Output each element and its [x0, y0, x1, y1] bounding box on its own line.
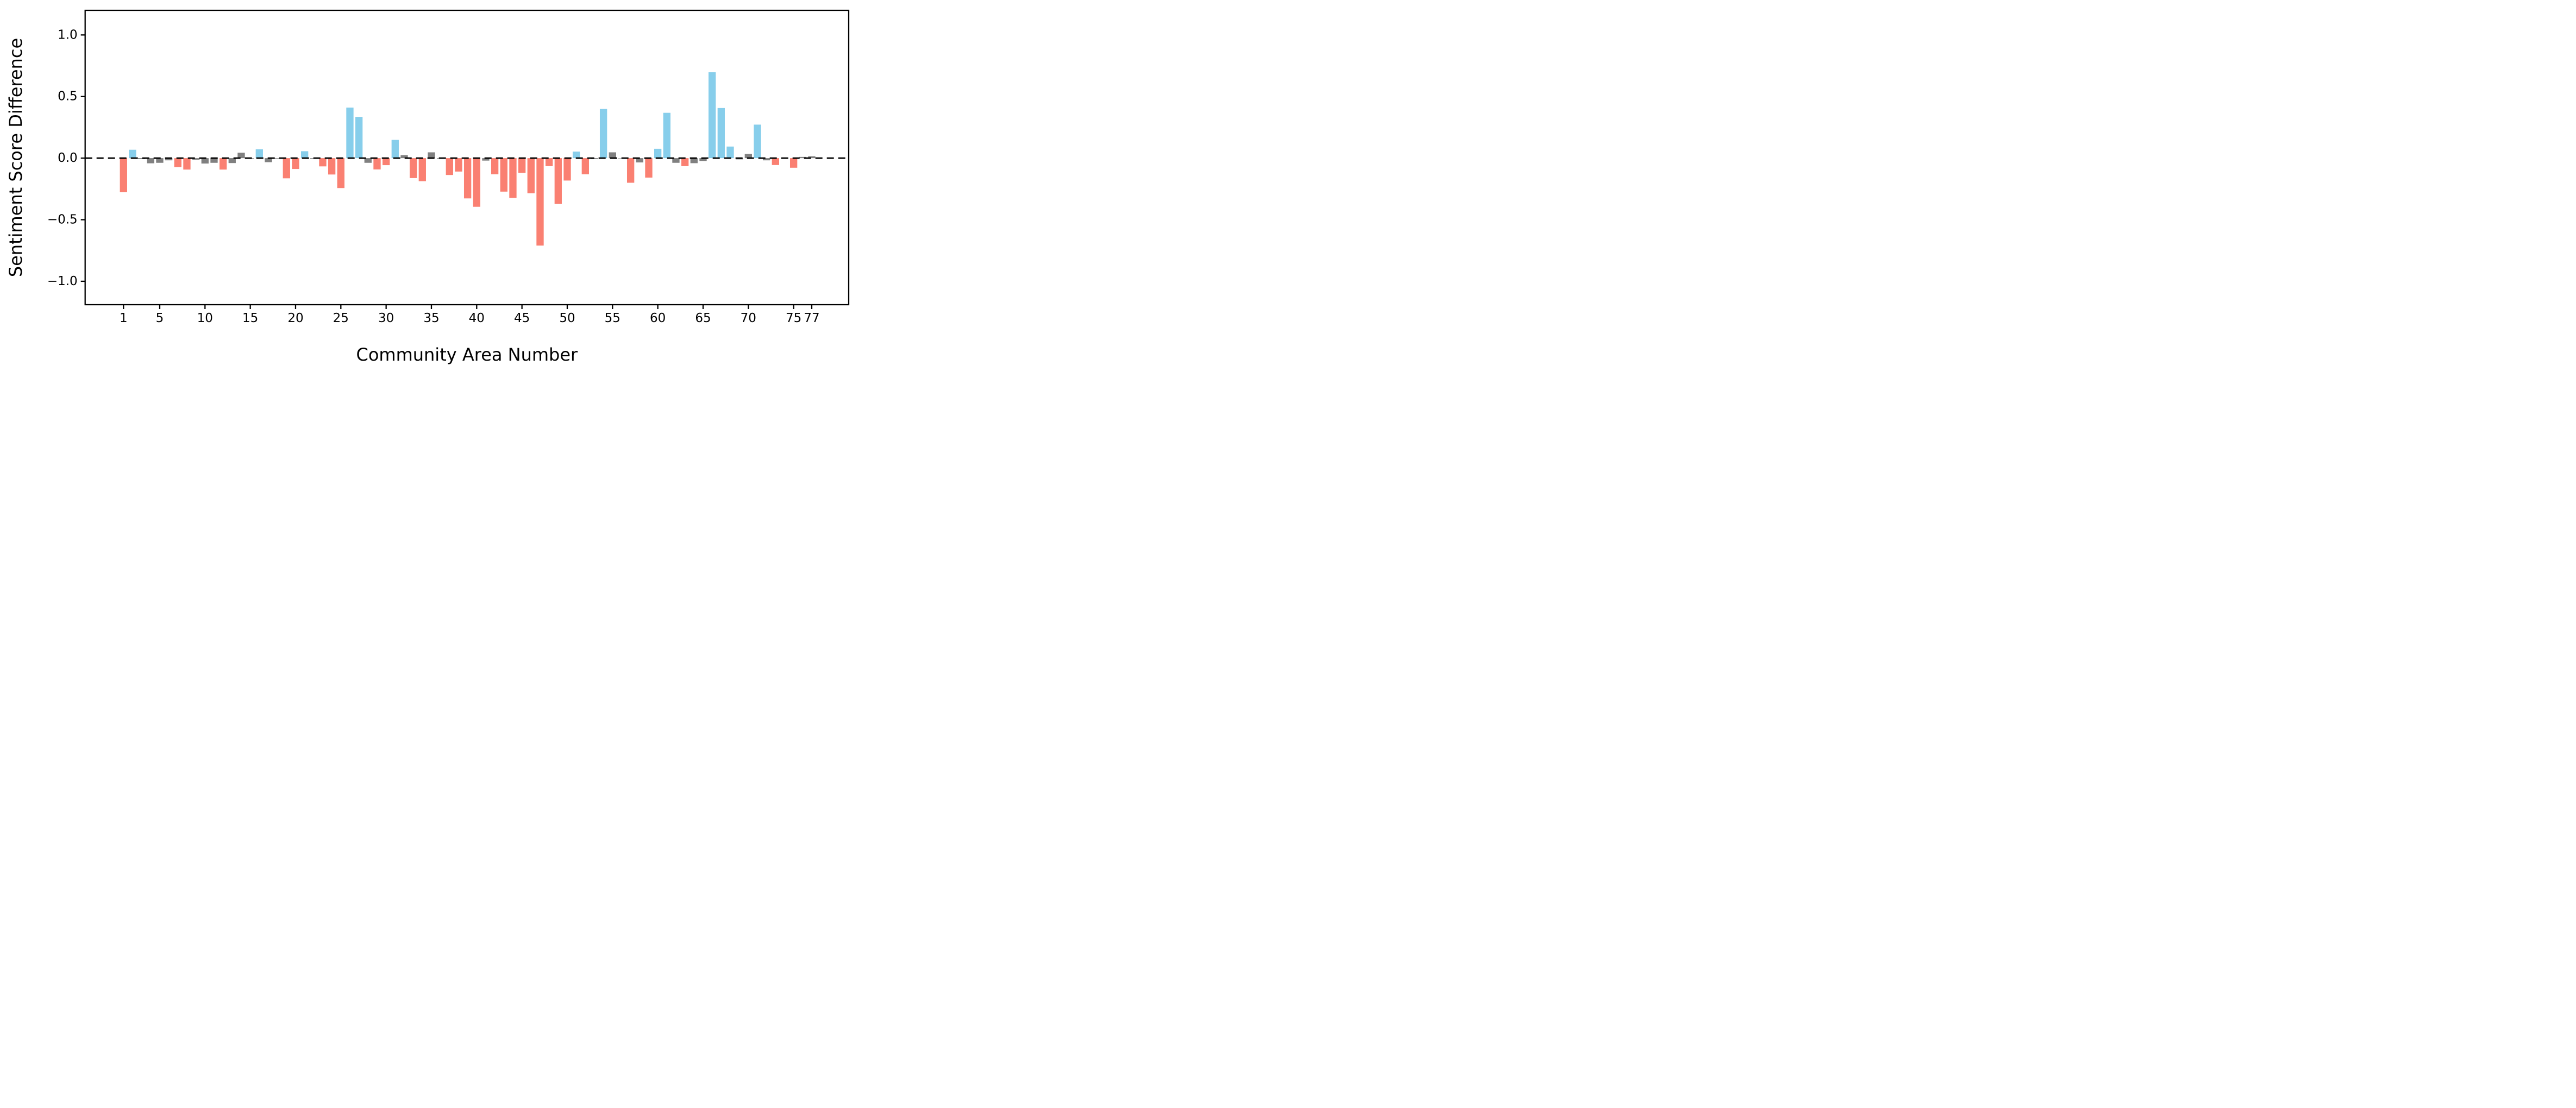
- bar-area-11: [210, 158, 218, 163]
- bar-area-63: [681, 158, 689, 166]
- bar-area-16: [255, 149, 263, 159]
- x-tick-label: 10: [197, 311, 213, 325]
- bar-area-54: [599, 109, 607, 159]
- bar-area-38: [455, 158, 462, 172]
- bar-area-40: [473, 158, 480, 207]
- bar-area-49: [554, 158, 562, 204]
- bar-area-73: [772, 158, 779, 165]
- bar-area-62: [672, 158, 680, 163]
- bar-area-13: [228, 158, 236, 163]
- y-tick-label: −1.0: [47, 274, 78, 288]
- bar-area-50: [563, 158, 571, 181]
- bar-area-4: [147, 158, 154, 163]
- x-tick-label: 35: [423, 311, 439, 325]
- bar-area-14: [237, 153, 245, 159]
- bar-area-7: [174, 158, 181, 167]
- y-tick-label: 0.0: [58, 151, 78, 165]
- bar-area-45: [518, 158, 526, 173]
- y-axis-label: Sentiment Score Difference: [5, 38, 26, 277]
- bar-area-32: [400, 155, 408, 159]
- bar-area-5: [156, 158, 164, 163]
- x-tick-label: 65: [695, 311, 711, 325]
- bar-area-31: [391, 140, 399, 159]
- bar-area-48: [545, 158, 553, 166]
- bar-area-53: [591, 158, 598, 159]
- x-axis-label: Community Area Number: [356, 344, 578, 365]
- bar-area-66: [708, 72, 716, 159]
- bar-area-23: [319, 158, 327, 167]
- bar-area-2: [129, 149, 136, 159]
- bar-area-44: [509, 158, 517, 198]
- x-tick-label: 40: [469, 311, 485, 325]
- x-tick-label: 1: [120, 311, 128, 325]
- bar-area-28: [364, 158, 372, 163]
- bar-area-10: [201, 158, 209, 164]
- bar-area-33: [409, 158, 417, 178]
- bar-area-18: [273, 158, 281, 159]
- bar-area-3: [137, 158, 146, 159]
- bar-area-6: [165, 158, 173, 161]
- x-tick-label: 25: [333, 311, 349, 325]
- bar-area-29: [373, 158, 381, 169]
- bar-area-42: [491, 158, 499, 174]
- bar-area-27: [355, 117, 363, 159]
- bar-area-65: [699, 158, 707, 161]
- x-tick-label: 20: [287, 311, 303, 325]
- x-tick-label: 15: [242, 311, 258, 325]
- x-tick-label: 50: [559, 311, 575, 325]
- bar-area-9: [192, 158, 200, 160]
- bar-area-59: [645, 158, 653, 178]
- x-tick-label: 75: [786, 311, 801, 325]
- bar-area-12: [219, 158, 227, 170]
- bar-area-68: [726, 146, 734, 159]
- x-tick-label: 55: [605, 311, 621, 325]
- x-tick-label: 5: [156, 311, 164, 325]
- bar-area-58: [636, 158, 643, 163]
- y-tick-label: 0.5: [58, 90, 78, 104]
- x-tick-label: 30: [378, 311, 394, 325]
- bar-area-61: [663, 112, 670, 159]
- bar-area-47: [536, 158, 544, 246]
- bar-area-34: [418, 158, 426, 181]
- bar-area-51: [572, 152, 580, 159]
- sentiment-bar-chart-figure: 1.0 0.5 0.0 −0.5 −1.0 1 5 10 15 20 25 30 35 40 45 50 55 6…: [0, 0, 858, 369]
- bar-area-41: [482, 158, 490, 161]
- y-tick-label: −0.5: [47, 213, 78, 227]
- figure-background: [0, 0, 858, 369]
- bar-area-19: [283, 158, 290, 179]
- bar-area-57: [626, 158, 635, 183]
- x-tick-label: 45: [514, 311, 530, 325]
- bar-area-76: [799, 156, 806, 159]
- x-tick-label: 77: [804, 311, 819, 325]
- bar-area-64: [690, 158, 698, 163]
- bar-area-17: [265, 158, 272, 162]
- y-tick-label: 1.0: [58, 28, 78, 42]
- bar-area-67: [717, 108, 725, 159]
- x-tick-label: 70: [741, 311, 756, 325]
- bar-area-77: [808, 156, 816, 159]
- bar-area-30: [382, 158, 390, 166]
- bar-area-60: [654, 148, 662, 159]
- x-tick-label: 60: [650, 311, 666, 325]
- bar-area-35: [428, 152, 435, 159]
- bar-area-24: [328, 158, 336, 175]
- bar-area-70: [744, 154, 752, 159]
- bar-area-8: [183, 158, 191, 170]
- bar-area-21: [300, 151, 309, 159]
- bar-area-37: [446, 158, 453, 175]
- bar-area-71: [754, 124, 761, 159]
- bar-area-39: [463, 158, 472, 199]
- bar-area-1: [120, 158, 127, 192]
- chart-canvas: 1.00.50.0−0.5−1.01 5 10 15 20 25 30 35 40 45 50 55 6…: [0, 0, 858, 369]
- bar-area-52: [581, 158, 589, 174]
- bar-area-46: [527, 158, 535, 193]
- bar-area-25: [337, 158, 344, 188]
- bar-area-20: [292, 158, 299, 169]
- bar-area-43: [500, 158, 507, 192]
- bar-area-55: [609, 152, 616, 159]
- bar-area-75: [789, 158, 798, 168]
- bar-area-72: [762, 158, 770, 161]
- bar-area-26: [346, 108, 354, 159]
